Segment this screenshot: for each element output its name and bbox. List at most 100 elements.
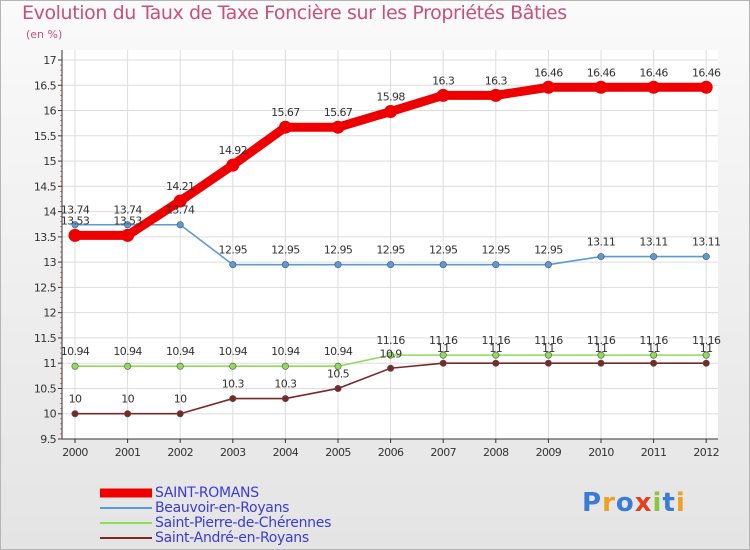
data-point (226, 158, 240, 172)
y-tick-label: 10 (43, 408, 56, 421)
data-label: 16.3 (485, 74, 508, 87)
y-tick-label: 14 (43, 206, 56, 219)
data-point (541, 80, 555, 94)
data-point (71, 221, 79, 229)
data-label: 12.95 (429, 244, 458, 257)
data-point (278, 120, 292, 134)
data-point (229, 362, 237, 370)
data-point (334, 261, 342, 269)
x-tick-label: 2004 (273, 446, 299, 459)
data-point (68, 228, 82, 242)
data-point (650, 351, 658, 359)
data-label: 13.74 (113, 204, 142, 217)
data-label: 10.94 (271, 345, 300, 358)
data-point (436, 88, 450, 102)
data-point (439, 351, 447, 359)
legend-label: Beauvoir-en-Royans (155, 499, 290, 516)
x-tick-label: 2009 (536, 446, 562, 459)
data-label: 12.95 (376, 244, 405, 257)
data-label: 13.11 (692, 236, 721, 249)
data-point (544, 351, 552, 359)
data-point (387, 364, 395, 372)
data-label: 16.3 (432, 74, 455, 87)
data-point (281, 362, 289, 370)
data-label: 11.16 (639, 334, 668, 347)
x-tick-label: 2007 (430, 446, 456, 459)
logo-letter: i (652, 488, 663, 518)
legend: SAINT-ROMANS Beauvoir-en-Royans Saint-Pi… (100, 485, 331, 546)
y-tick-label: 13.5 (34, 231, 57, 244)
data-label: 11.16 (376, 334, 405, 347)
y-tick-label: 16 (43, 105, 56, 118)
legend-swatch (100, 521, 152, 524)
y-tick-label: 14.5 (34, 180, 57, 193)
legend-item-saint-romans: SAINT-ROMANS (100, 485, 331, 501)
data-point (492, 359, 500, 367)
logo-letter: P (582, 488, 603, 518)
data-point (492, 261, 500, 269)
data-point (597, 351, 605, 359)
legend-item-beauvoir: Beauvoir-en-Royans (100, 499, 331, 516)
y-tick-label: 9.5 (40, 433, 56, 446)
data-point (702, 253, 710, 261)
data-point (334, 362, 342, 370)
data-point (176, 410, 184, 418)
data-label: 16.46 (692, 66, 721, 79)
legend-swatch (100, 536, 152, 539)
data-point (597, 253, 605, 261)
data-label: 10.5 (327, 367, 350, 380)
proxiti-logo: Proxiti (582, 488, 686, 518)
data-label: 11 (437, 342, 450, 355)
data-point (229, 395, 237, 403)
y-tick-label: 11.5 (34, 332, 57, 345)
data-label: 12.95 (219, 244, 248, 257)
data-point (699, 80, 713, 94)
data-label: 10 (121, 393, 134, 406)
logo-letter: t (662, 488, 676, 518)
data-point (281, 395, 289, 403)
y-tick-label: 15 (43, 155, 56, 168)
data-label: 10.94 (324, 345, 353, 358)
legend-item-saint-pierre: Saint-Pierre-de-Chérennes (100, 515, 331, 531)
data-label: 13.74 (166, 204, 195, 217)
data-label: 10.94 (61, 345, 90, 358)
x-tick-label: 2008 (483, 446, 509, 459)
data-label: 16.46 (587, 66, 616, 79)
logo-letter: r (602, 488, 616, 518)
data-label: 13.74 (61, 204, 90, 217)
data-point (124, 410, 132, 418)
data-point (439, 359, 447, 367)
data-point (281, 261, 289, 269)
data-point (650, 253, 658, 261)
y-tick-label: 12.5 (34, 281, 57, 294)
data-point (492, 351, 500, 359)
data-point (702, 351, 710, 359)
data-label: 11.16 (587, 334, 616, 347)
y-tick-label: 15.5 (34, 130, 57, 143)
data-label: 13.53 (61, 214, 90, 227)
legend-label: Saint-André-en-Royans (155, 529, 309, 546)
logo-letter: i (675, 488, 686, 518)
x-tick-label: 2003 (220, 446, 246, 459)
data-label: 10.9 (380, 347, 403, 360)
data-label: 10.94 (166, 345, 195, 358)
data-label: 11 (700, 342, 713, 355)
data-point (544, 359, 552, 367)
data-label: 13.11 (587, 236, 616, 249)
data-label: 12.95 (482, 244, 511, 257)
data-label: 13.53 (113, 214, 142, 227)
data-point (331, 120, 345, 134)
data-label: 10.3 (222, 378, 245, 391)
y-tick-label: 17 (43, 54, 56, 67)
data-point (121, 228, 135, 242)
data-label: 12.95 (534, 244, 563, 257)
y-tick-label: 11 (43, 357, 56, 370)
data-point (124, 362, 132, 370)
data-point (176, 221, 184, 229)
data-point (229, 261, 237, 269)
y-axis-unit: (en %) (26, 28, 63, 41)
data-point (71, 410, 79, 418)
x-tick-label: 2005 (325, 446, 351, 459)
data-label: 14.92 (219, 144, 248, 157)
data-label: 11.16 (534, 334, 563, 347)
